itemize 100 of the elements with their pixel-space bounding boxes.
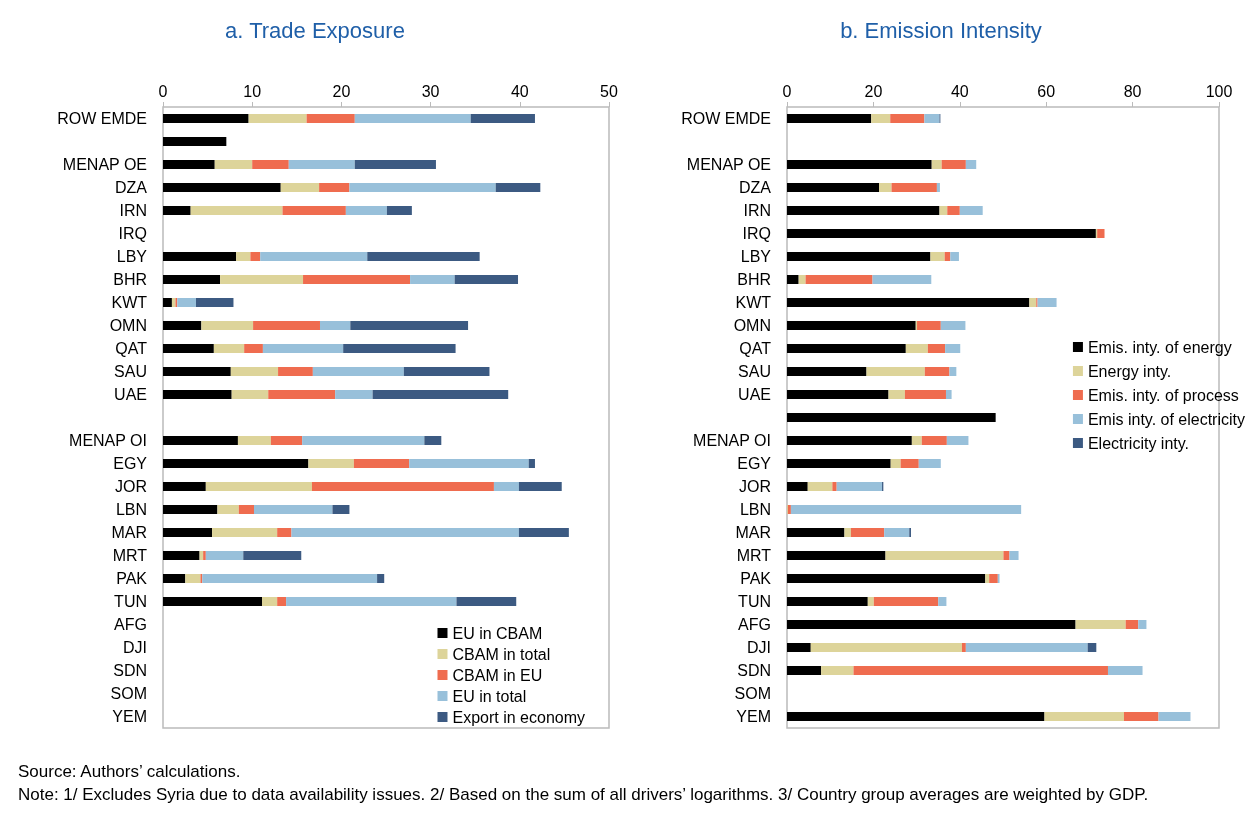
bar xyxy=(163,459,309,468)
bar xyxy=(280,183,320,192)
bar xyxy=(787,597,868,606)
bar xyxy=(787,367,867,376)
bar xyxy=(1087,643,1097,652)
bar xyxy=(306,114,355,123)
bar xyxy=(403,367,490,376)
bar xyxy=(163,528,213,537)
bar xyxy=(1037,298,1057,307)
x-tick-label: 0 xyxy=(158,82,168,100)
y-tick-label: SOM xyxy=(110,685,147,702)
bar xyxy=(277,597,287,606)
bar xyxy=(288,160,355,169)
bar xyxy=(787,183,880,192)
bar xyxy=(201,321,254,330)
bar xyxy=(873,597,939,606)
y-tick-label: YEM xyxy=(736,708,771,725)
bar xyxy=(250,252,261,261)
bar xyxy=(243,551,302,560)
bar xyxy=(1107,666,1143,675)
y-tick-label: EGY xyxy=(113,455,148,472)
bar xyxy=(163,137,227,146)
bar xyxy=(163,160,215,169)
bar xyxy=(924,367,950,376)
bar xyxy=(936,183,940,192)
bar xyxy=(353,459,410,468)
legend-label: CBAM in EU xyxy=(452,666,543,684)
bar xyxy=(163,574,186,583)
y-tick-label: IRN xyxy=(743,202,771,219)
bar xyxy=(890,459,901,468)
bar xyxy=(1097,229,1105,238)
y-tick-label: SAU xyxy=(114,363,147,380)
bar xyxy=(787,666,822,675)
bar xyxy=(872,275,932,284)
y-tick-label: AFG xyxy=(114,616,147,633)
bar xyxy=(917,321,941,330)
y-tick-label: EGY xyxy=(737,455,772,472)
bar xyxy=(989,574,998,583)
y-tick-label: SAU xyxy=(738,363,771,380)
bar xyxy=(904,390,946,399)
bar xyxy=(424,436,442,445)
bar xyxy=(386,206,412,215)
y-tick-label: KWT xyxy=(735,294,772,311)
bar xyxy=(787,344,906,353)
bar xyxy=(319,183,350,192)
bar xyxy=(787,436,912,445)
bar xyxy=(787,298,1030,307)
y-tick-label: ROW EMDE xyxy=(681,110,771,127)
bar xyxy=(940,321,966,330)
bar xyxy=(495,183,541,192)
y-tick-label: KWT xyxy=(111,294,148,311)
bar xyxy=(787,275,799,284)
x-tick-label: 100 xyxy=(1205,82,1233,100)
bar xyxy=(205,551,244,560)
legend-label: Energy inty. xyxy=(1087,362,1172,380)
bar xyxy=(787,413,996,422)
x-tick-label: 30 xyxy=(421,82,440,100)
y-tick-label: IRN xyxy=(119,202,147,219)
bar xyxy=(410,275,455,284)
y-tick-label: DZA xyxy=(739,179,772,196)
bar xyxy=(303,275,411,284)
bar xyxy=(787,482,808,491)
bar xyxy=(163,344,214,353)
bar xyxy=(949,367,957,376)
bar xyxy=(311,482,494,491)
bar xyxy=(196,298,234,307)
legend-label: Emis inty. of electricity xyxy=(1087,410,1246,428)
bar xyxy=(163,367,231,376)
legend-label: Emis. inty. of energy xyxy=(1087,338,1232,356)
bar xyxy=(787,229,1096,238)
y-tick-label: TUN xyxy=(738,593,771,610)
bar xyxy=(931,160,942,169)
y-tick-label: DJI xyxy=(123,639,147,656)
bar xyxy=(470,114,535,123)
y-tick-label: MENAP OE xyxy=(62,156,147,173)
y-tick-label: LBY xyxy=(740,248,772,265)
bar xyxy=(787,574,986,583)
bar xyxy=(787,643,811,652)
y-tick-label: MAR xyxy=(111,524,147,541)
bar xyxy=(163,275,221,284)
bar xyxy=(844,528,851,537)
bar xyxy=(866,367,925,376)
bar xyxy=(518,528,569,537)
bar xyxy=(286,597,457,606)
bar xyxy=(959,206,983,215)
legend-label: Export in economy xyxy=(452,708,586,726)
y-tick-label: JOR xyxy=(739,478,771,495)
y-tick-label: PAK xyxy=(116,570,148,587)
bar xyxy=(1158,712,1191,721)
bar xyxy=(807,482,833,491)
bar xyxy=(1138,620,1147,629)
bar xyxy=(454,275,519,284)
bar xyxy=(918,459,941,468)
bar xyxy=(163,183,281,192)
bar xyxy=(945,390,952,399)
bar xyxy=(302,436,425,445)
y-tick-label: QAT xyxy=(115,340,148,357)
bar xyxy=(456,597,517,606)
y-tick-label: JOR xyxy=(115,478,147,495)
y-tick-label: LBN xyxy=(739,501,771,518)
